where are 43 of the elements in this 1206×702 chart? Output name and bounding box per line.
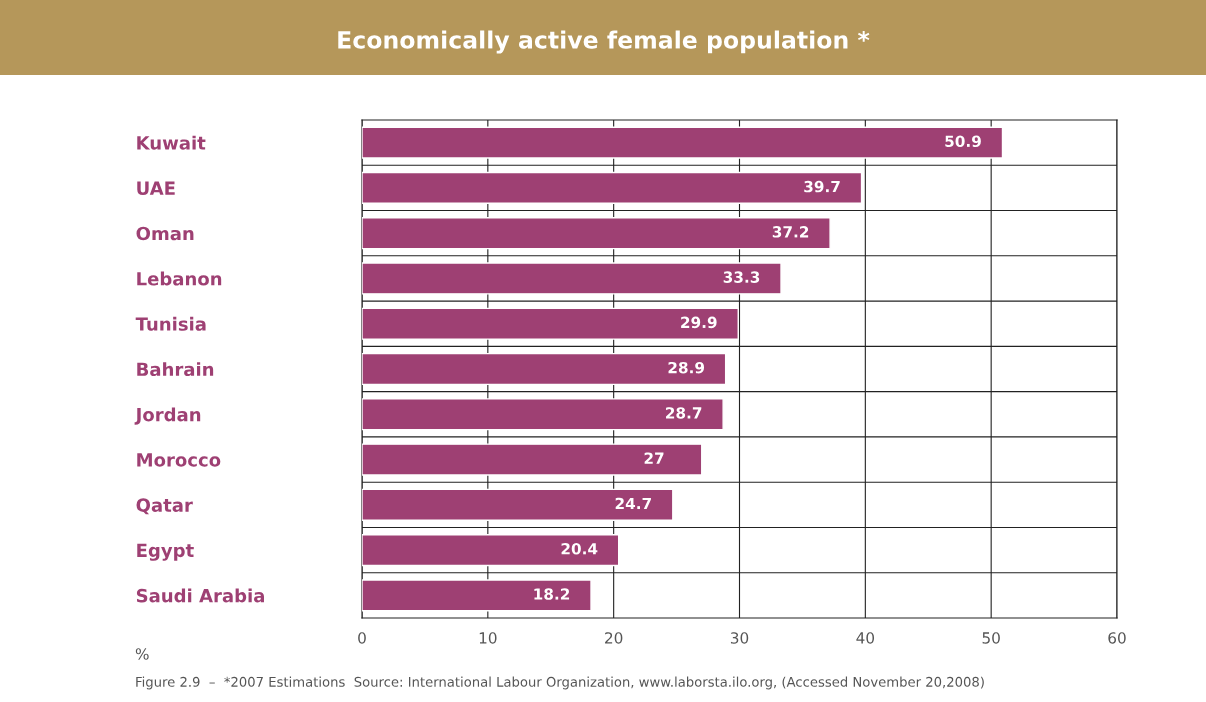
data-label: 33.3 [723,271,760,283]
bar [362,398,724,431]
bar [362,307,739,340]
x-tick-label: 60 [1108,632,1126,644]
y-tick-label: Oman [136,226,194,241]
y-tick-label: Morocco [137,453,221,467]
bar [362,488,674,521]
chart-title: Economically active female population * [338,30,870,54]
bar [362,171,863,204]
data-label: 37.2 [772,226,809,238]
data-label: 39.7 [804,180,840,193]
y-tick-label: Saudi Arabia [136,588,264,603]
data-label: 28.9 [668,361,705,374]
y-tick-label: UAE [137,181,175,196]
bar [362,217,831,250]
data-label: 24.7 [615,497,651,510]
y-tick-label: Qatar [136,498,193,515]
bar [362,579,592,612]
bar [362,262,782,295]
data-label: 20.4 [561,542,598,555]
y-tick-label: Egypt [137,543,194,561]
data-label: 28.7 [666,407,702,419]
y-tick-label: Kuwait [137,135,206,150]
x-axis-title: % [135,648,149,660]
data-label: 18.2 [534,588,570,600]
x-tick-label: 10 [479,632,497,644]
bar [362,443,703,476]
data-label: 50.9 [945,135,981,148]
x-tick-label: 50 [982,632,1000,644]
x-tick-label: 0 [358,632,366,644]
data-label: 29.9 [681,316,717,329]
x-tick-label: 40 [856,632,875,644]
bar [362,352,727,386]
data-label: 27 [644,452,664,464]
y-tick-label: Jordan [134,407,201,425]
bar [362,126,1004,159]
y-tick-label: Tunisia [135,316,206,331]
bar [362,534,620,567]
x-tick-label: 30 [730,632,749,644]
y-tick-label: Bahrain [137,362,214,377]
y-tick-label: Lebanon [137,271,222,286]
caption: Figure 2.9 – *2007 Estimations Source: International Labour Organization, www.laborsta.ilo.org, (Accessed November 20,2008) [136,676,984,690]
x-tick-label: 20 [605,632,623,644]
